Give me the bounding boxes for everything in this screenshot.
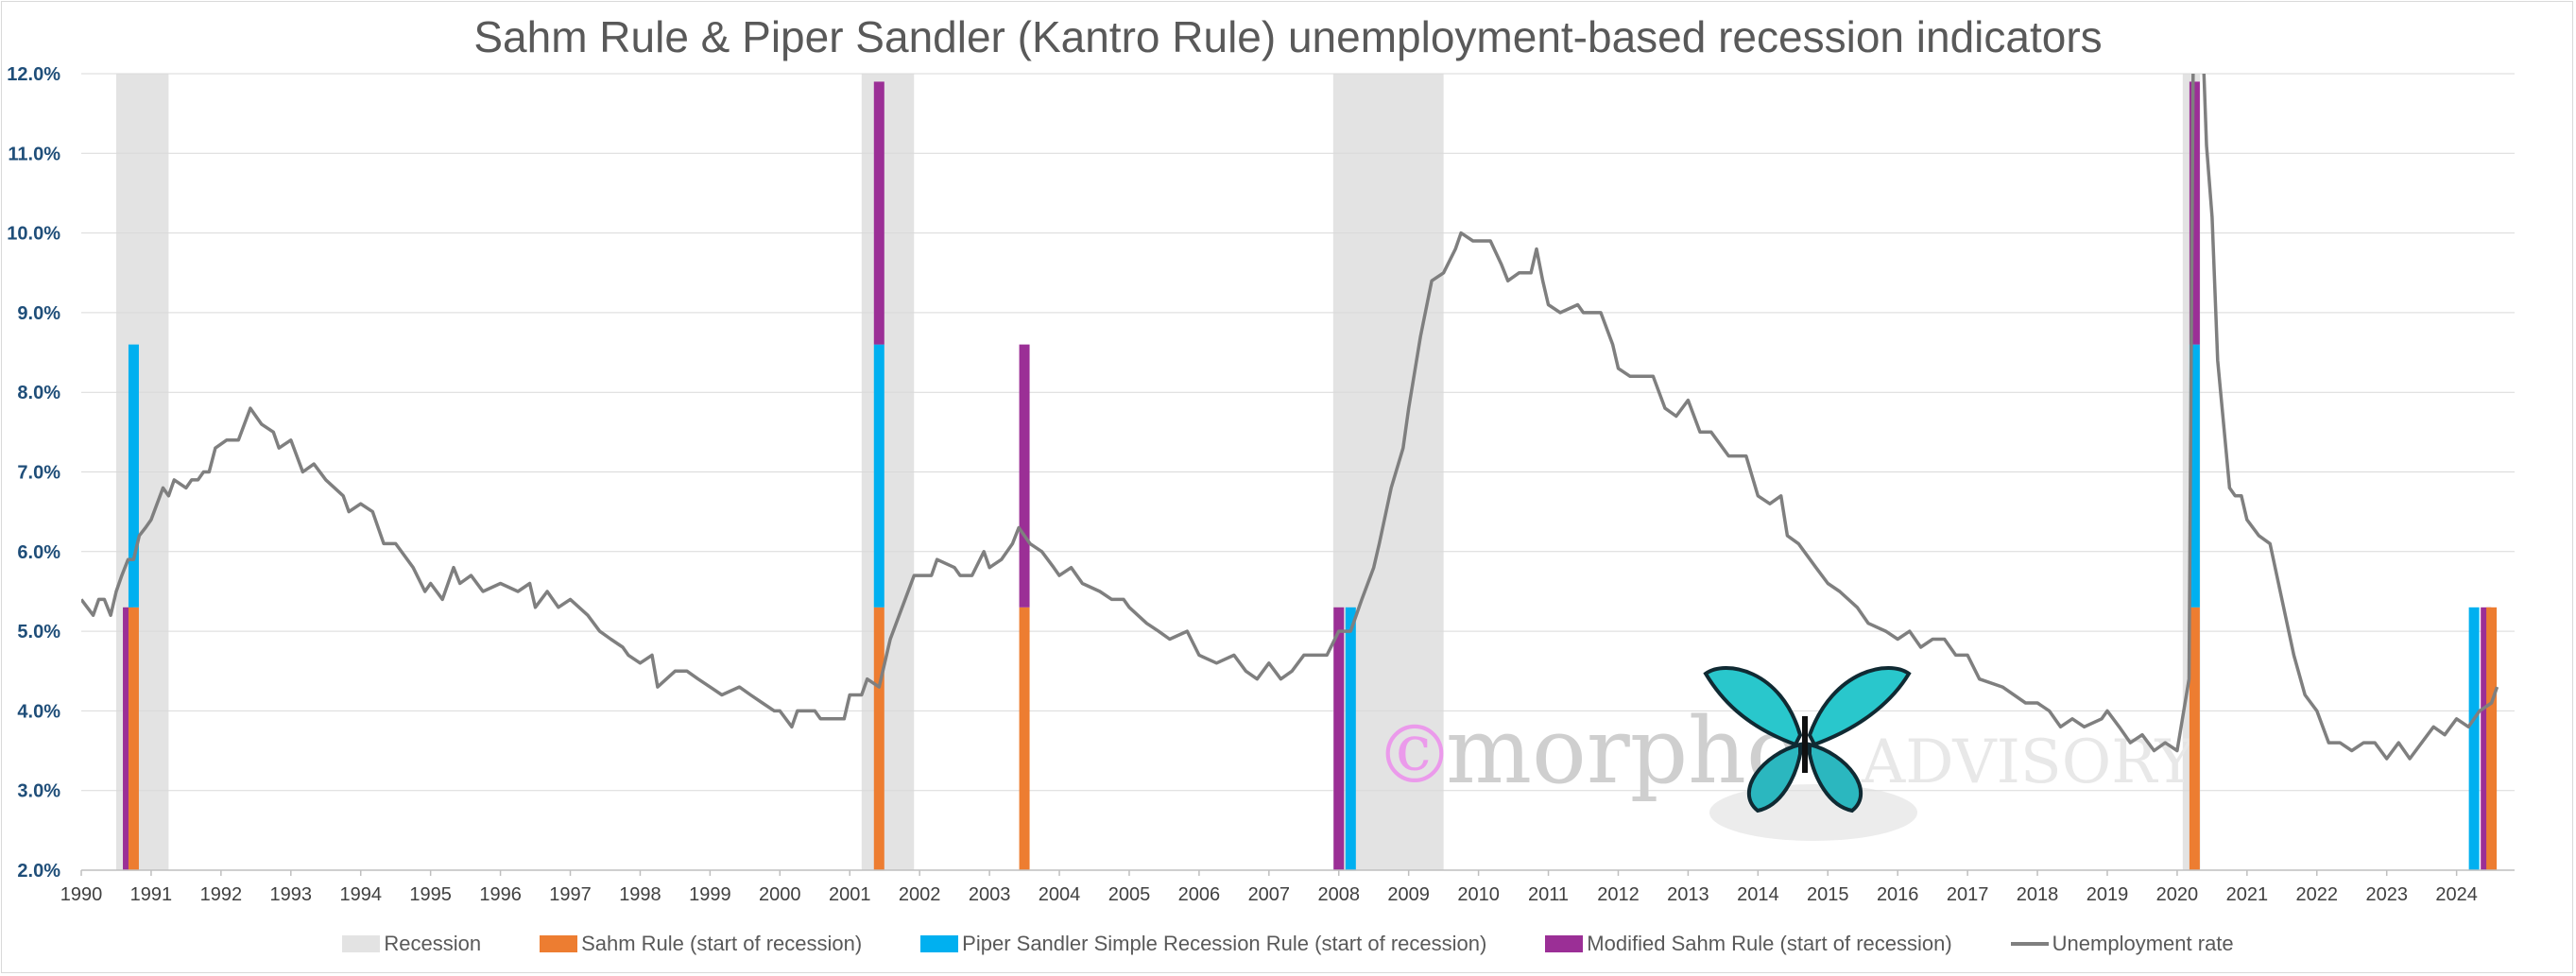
- x-tick-label: 2019: [2087, 884, 2129, 905]
- signal-bar-piper: [2189, 344, 2200, 608]
- legend: Recession Sahm Rule (start of recession) P…: [0, 928, 2576, 960]
- legend-item-unemployment: Unemployment rate: [2010, 932, 2234, 956]
- x-tick-label: 1990: [60, 884, 103, 905]
- y-tick-label: 3.0%: [17, 781, 60, 802]
- signal-bar-modified_sahm: [123, 607, 134, 870]
- x-tick-label: 1998: [619, 884, 661, 905]
- x-tick-label: 1994: [339, 884, 382, 905]
- signal-bar-sahm: [2486, 607, 2498, 870]
- signal-bar-piper: [873, 344, 884, 608]
- legend-swatch-sahm: [540, 935, 578, 952]
- signal-bar-piper: [2468, 607, 2480, 870]
- unemployment-rate-line: [81, 74, 2499, 761]
- x-tick-label: 1995: [409, 884, 452, 905]
- axes: 2.0% 3.0% 4.0% 5.0% 6.0% 7.0% 8.0% 9.0% 10.0% 11.…: [7, 64, 2515, 905]
- signal-bar-modified_sahm: [2481, 607, 2492, 870]
- x-tick-label: 2011: [1528, 884, 1569, 905]
- x-tick-label: 2016: [1877, 884, 1919, 905]
- x-tick-label: 2006: [1178, 884, 1221, 905]
- y-tick-label: 5.0%: [17, 622, 60, 642]
- y-tick-label: 2.0%: [17, 861, 60, 882]
- x-tick-label: 2021: [2226, 884, 2269, 905]
- x-tick-label: 2003: [969, 884, 1011, 905]
- legend-label: Unemployment rate: [2052, 932, 2234, 955]
- legend-label: Piper Sandler Simple Recession Rule (sta…: [962, 932, 1487, 955]
- legend-item-modified_sahm: Modified Sahm Rule (start of recession): [1545, 932, 1952, 956]
- watermark-brand: ADVISORY: [1861, 728, 2195, 797]
- x-tick-label: 1991: [130, 884, 173, 905]
- x-tick-label: 2024: [2435, 884, 2478, 905]
- x-tick-label: 1999: [689, 884, 731, 905]
- signal-bar-sahm: [2189, 607, 2200, 870]
- signal-bar-sahm: [873, 607, 884, 870]
- y-tick-label: 7.0%: [17, 463, 60, 484]
- legend-swatch-recession: [342, 935, 381, 952]
- watermark: © morpho ADVISORY: [1375, 666, 2195, 841]
- x-tick-label: 2017: [1947, 884, 1989, 905]
- legend-item-sahm: Sahm Rule (start of recession): [540, 932, 862, 956]
- x-tick-label: 2004: [1039, 884, 1081, 905]
- x-tick-label: 2009: [1387, 884, 1430, 905]
- x-tick-label: 2023: [2365, 884, 2408, 905]
- y-tick-label: 9.0%: [17, 303, 60, 324]
- legend-swatch-modified_sahm: [1545, 935, 1584, 952]
- y-tick-label: 4.0%: [17, 701, 60, 722]
- signal-bar-modified_sahm: [2189, 81, 2200, 345]
- signal-bar-sahm: [128, 607, 139, 870]
- gridlines: [81, 73, 2515, 792]
- x-tick-label: 2008: [1317, 884, 1360, 905]
- legend-swatch-unemployment: [2010, 942, 2049, 946]
- y-tick-label: 6.0%: [17, 542, 60, 563]
- copyright-symbol: ©: [1375, 709, 1454, 801]
- signal-bars: [123, 81, 2498, 870]
- x-tick-label: 2020: [2156, 884, 2199, 905]
- signal-bar-piper: [128, 344, 139, 608]
- signal-bar-modified_sahm: [1019, 344, 1030, 608]
- x-tick-label: 2013: [1667, 884, 1709, 905]
- y-tick-label: 8.0%: [17, 383, 60, 403]
- x-tick-label: 1992: [200, 884, 243, 905]
- x-tick-label: 2001: [829, 884, 871, 905]
- x-tick-label: 2007: [1248, 884, 1291, 905]
- x-tick-label: 1997: [549, 884, 592, 905]
- y-tick-label: 12.0%: [7, 64, 60, 85]
- x-tick-label: 2012: [1597, 884, 1640, 905]
- x-tick-label: 1996: [479, 884, 522, 905]
- legend-item-piper: Piper Sandler Simple Recession Rule (sta…: [920, 932, 1486, 956]
- x-tick-label: 2018: [2017, 884, 2059, 905]
- x-tick-label: 2014: [1737, 884, 1779, 905]
- unemployment-line-group: [81, 74, 2499, 761]
- signal-bar-modified_sahm: [1333, 607, 1345, 870]
- x-tick-label: 2000: [759, 884, 801, 905]
- signal-bar-sahm: [1019, 607, 1030, 870]
- x-tick-label: 2005: [1108, 884, 1151, 905]
- legend-swatch-piper: [920, 935, 959, 952]
- signal-bar-piper: [1345, 607, 1356, 870]
- y-tick-label: 11.0%: [8, 144, 60, 164]
- x-tick-label: 2010: [1457, 884, 1500, 905]
- legend-label: Recession: [384, 932, 482, 955]
- legend-item-recession: Recession: [342, 932, 481, 956]
- x-tick-label: 2015: [1807, 884, 1849, 905]
- y-tick-label: 10.0%: [7, 224, 60, 245]
- butterfly-logo: [1703, 666, 1917, 841]
- legend-label: Modified Sahm Rule (start of recession): [1587, 932, 1952, 955]
- signal-bar-modified_sahm: [873, 81, 884, 345]
- x-tick-label: 2002: [899, 884, 941, 905]
- legend-label: Sahm Rule (start of recession): [581, 932, 863, 955]
- x-tick-label: 1993: [270, 884, 313, 905]
- chart-title: Sahm Rule & Piper Sandler (Kantro Rule) …: [473, 12, 2103, 61]
- x-tick-label: 2022: [2296, 884, 2339, 905]
